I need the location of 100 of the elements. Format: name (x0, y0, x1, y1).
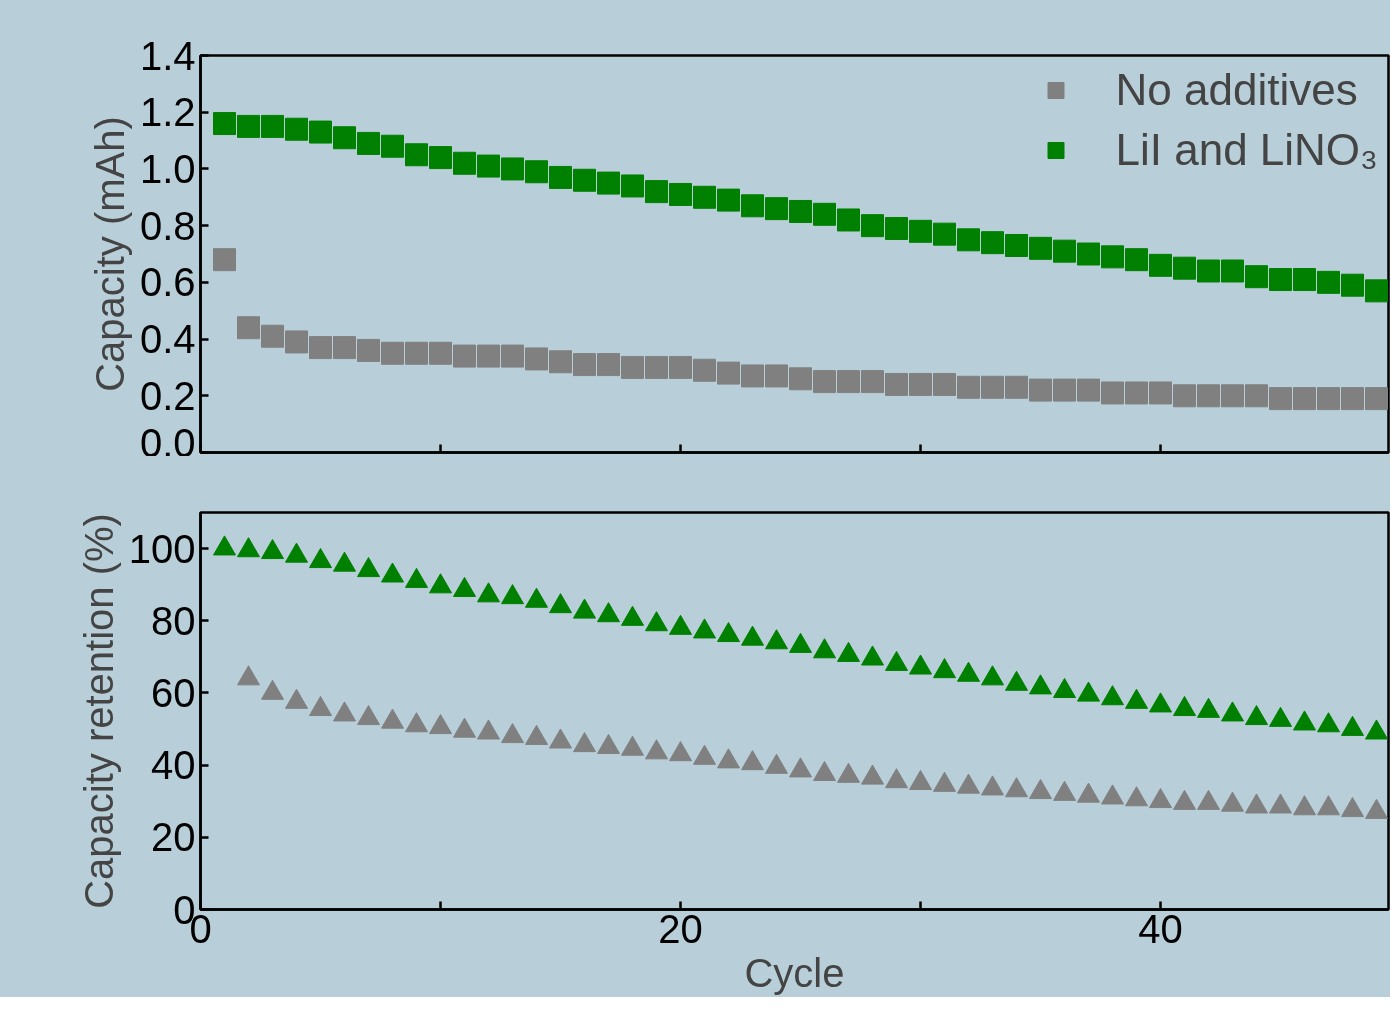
point (381, 562, 404, 583)
point (285, 688, 308, 709)
point (765, 364, 788, 388)
point (1077, 378, 1100, 402)
point (501, 723, 524, 744)
point (501, 344, 524, 368)
point (1125, 381, 1148, 405)
point (429, 341, 452, 365)
point (597, 602, 620, 623)
point (1149, 692, 1172, 713)
point (597, 733, 620, 754)
point (765, 629, 788, 650)
point (885, 650, 908, 671)
point (885, 768, 908, 789)
point (405, 712, 428, 733)
point (933, 771, 956, 792)
point (453, 151, 476, 175)
point (573, 168, 596, 192)
point (1269, 706, 1292, 727)
point (1221, 259, 1244, 283)
point (813, 202, 836, 226)
x-axis-title: Cycle (744, 950, 845, 995)
point (789, 367, 812, 391)
point (717, 622, 740, 643)
y-tick-label: 40 (151, 743, 196, 788)
point (477, 154, 500, 178)
point (837, 762, 860, 783)
point (1173, 789, 1196, 810)
point (1005, 375, 1028, 399)
point (261, 114, 284, 138)
y-tick-label: 0.2 (139, 373, 196, 418)
point (1077, 782, 1100, 803)
point (981, 775, 1004, 796)
point (357, 338, 380, 362)
point (645, 611, 668, 632)
y-tick-label: 1.2 (139, 90, 196, 135)
point (957, 375, 980, 399)
point (213, 535, 236, 556)
point (285, 542, 308, 563)
point (573, 732, 596, 753)
y-tick-label: 60 (151, 670, 196, 715)
point (1269, 793, 1292, 814)
point (909, 769, 932, 791)
point (477, 344, 500, 368)
point (333, 126, 356, 150)
point (885, 216, 908, 240)
point (957, 228, 980, 252)
point (693, 358, 716, 382)
point (741, 364, 764, 388)
x-tick-label: 40 (1138, 906, 1183, 951)
point (789, 632, 812, 653)
point (717, 361, 740, 385)
point (453, 576, 476, 597)
point (477, 582, 500, 603)
point (237, 316, 260, 340)
point (1125, 688, 1148, 709)
point (1101, 685, 1124, 706)
point (1317, 270, 1340, 294)
point (1005, 233, 1028, 257)
point (861, 214, 884, 238)
point (621, 605, 644, 626)
legend-label: No additives (1115, 65, 1358, 115)
point (1149, 381, 1172, 405)
point (861, 645, 884, 666)
point (357, 131, 380, 155)
point (861, 370, 884, 394)
point (597, 353, 620, 377)
point (549, 165, 572, 189)
point (1197, 384, 1220, 408)
point (285, 117, 308, 141)
y-tick-label: 1.0 (139, 146, 196, 191)
point (1293, 795, 1316, 816)
point (1365, 798, 1388, 819)
point (1173, 695, 1196, 717)
point (693, 185, 716, 209)
point (501, 584, 524, 605)
y-axis-title: Capacity retention (%) (76, 513, 121, 909)
point (381, 341, 404, 365)
point (261, 679, 284, 700)
point (1173, 256, 1196, 280)
point (1173, 384, 1196, 408)
point (357, 705, 380, 726)
point (237, 665, 260, 686)
point (1077, 242, 1100, 266)
point (669, 614, 692, 635)
point (837, 641, 860, 662)
point (429, 714, 452, 735)
point (621, 735, 644, 756)
point (1197, 789, 1220, 810)
point (1341, 715, 1364, 736)
point (453, 344, 476, 368)
point (981, 231, 1004, 255)
point (429, 573, 452, 594)
point (669, 182, 692, 206)
point (573, 598, 596, 619)
point (717, 188, 740, 212)
point (765, 753, 788, 774)
point (213, 112, 236, 136)
point (1053, 239, 1076, 263)
point (765, 197, 788, 221)
